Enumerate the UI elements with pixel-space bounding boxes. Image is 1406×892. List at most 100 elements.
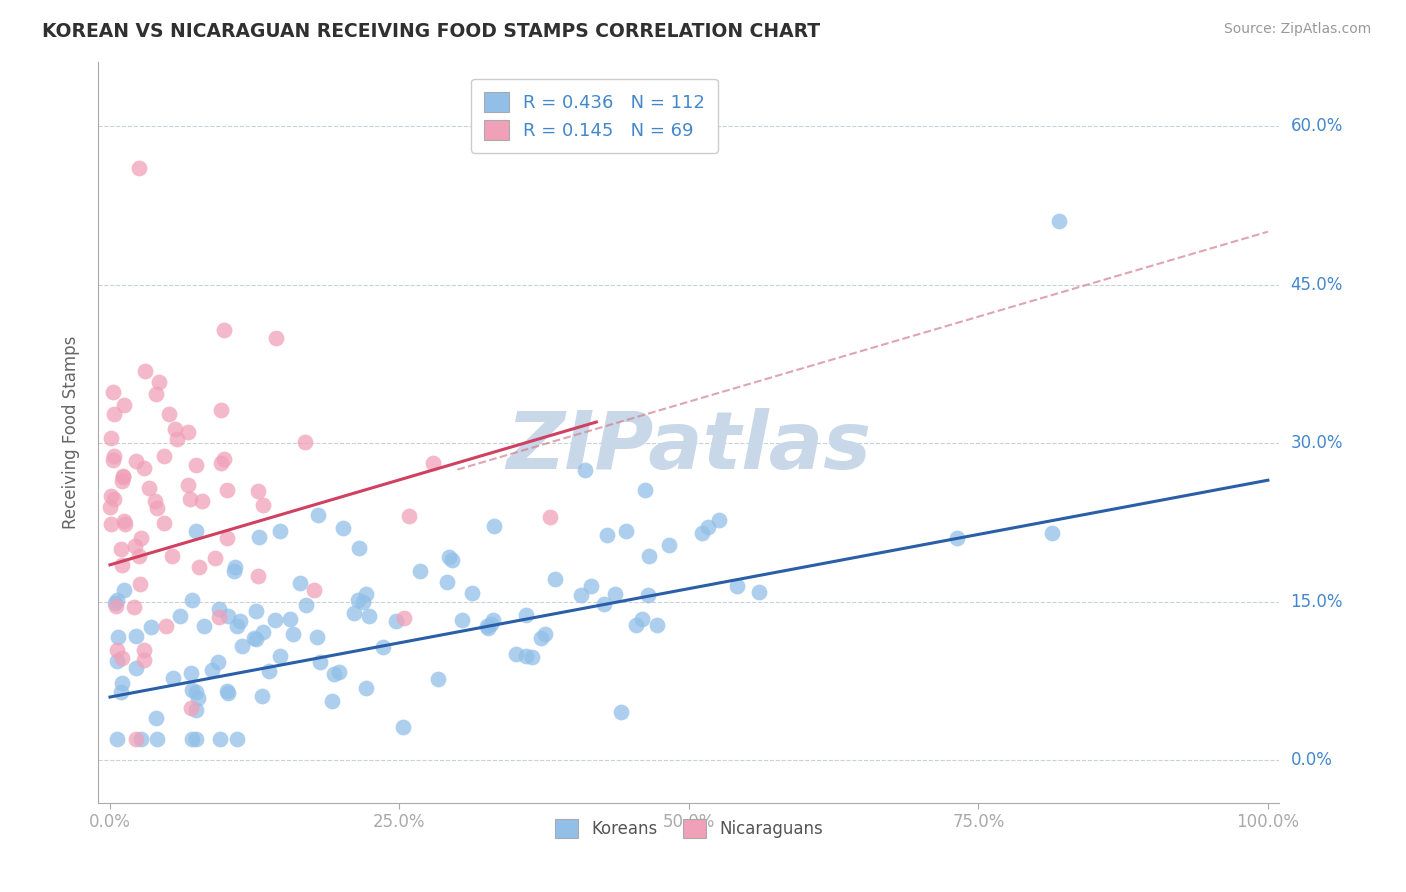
- Point: [440, 553, 463, 567]
- Point: [451, 614, 474, 628]
- Point: [610, 705, 633, 719]
- Point: [245, 604, 267, 618]
- Point: [347, 592, 370, 607]
- Point: [477, 621, 499, 635]
- Point: [208, 609, 231, 624]
- Point: [217, 609, 239, 624]
- Point: [138, 481, 160, 495]
- Point: [354, 681, 377, 696]
- Point: [308, 655, 330, 669]
- Point: [257, 664, 280, 678]
- Point: [187, 690, 209, 705]
- Point: [614, 524, 637, 538]
- Point: [515, 648, 537, 663]
- Point: [100, 516, 122, 531]
- Point: [349, 541, 371, 556]
- Point: [645, 618, 668, 632]
- Point: [634, 483, 657, 498]
- Point: [278, 612, 301, 626]
- Point: [111, 470, 134, 484]
- Point: [658, 538, 681, 552]
- Point: [288, 576, 311, 591]
- Point: [352, 595, 374, 609]
- Point: [141, 620, 163, 634]
- Point: [725, 579, 748, 593]
- Point: [160, 549, 183, 563]
- Point: [229, 614, 252, 628]
- Point: [371, 640, 394, 654]
- Point: [146, 732, 169, 747]
- Point: [110, 542, 132, 557]
- Point: [181, 683, 204, 698]
- Point: [98, 500, 121, 515]
- Point: [1040, 526, 1063, 541]
- Point: [143, 494, 166, 508]
- Point: [128, 549, 150, 564]
- Point: [748, 585, 770, 599]
- Point: [157, 407, 180, 421]
- Point: [321, 694, 343, 708]
- Point: [696, 520, 718, 534]
- Point: [105, 593, 128, 607]
- Point: [461, 586, 484, 600]
- Point: [225, 732, 247, 747]
- Point: [307, 508, 329, 523]
- Point: [392, 611, 415, 625]
- Point: [125, 629, 148, 643]
- Text: 45.0%: 45.0%: [1291, 276, 1343, 293]
- Point: [217, 685, 239, 699]
- Point: [426, 672, 449, 686]
- Point: [269, 648, 291, 663]
- Point: [146, 500, 169, 515]
- Point: [437, 550, 460, 565]
- Point: [103, 407, 125, 421]
- Point: [624, 618, 647, 632]
- Point: [105, 732, 128, 747]
- Point: [103, 492, 125, 507]
- Point: [103, 449, 125, 463]
- Point: [690, 525, 713, 540]
- Point: [215, 483, 238, 498]
- Point: [179, 492, 201, 507]
- Point: [603, 587, 626, 601]
- Point: [193, 619, 215, 633]
- Point: [215, 684, 238, 698]
- Point: [1049, 214, 1071, 228]
- Point: [186, 732, 208, 747]
- Point: [482, 613, 505, 627]
- Point: [208, 732, 231, 747]
- Point: [100, 489, 122, 503]
- Point: [637, 589, 659, 603]
- Point: [132, 643, 155, 657]
- Point: [112, 468, 135, 483]
- Point: [188, 559, 211, 574]
- Point: [231, 639, 253, 653]
- Point: [209, 456, 232, 470]
- Point: [122, 599, 145, 614]
- Text: 60.0%: 60.0%: [1291, 117, 1343, 135]
- Point: [307, 631, 329, 645]
- Text: KOREAN VS NICARAGUAN RECEIVING FOOD STAMPS CORRELATION CHART: KOREAN VS NICARAGUAN RECEIVING FOOD STAM…: [42, 22, 820, 41]
- Point: [323, 667, 346, 681]
- Point: [484, 518, 506, 533]
- Point: [631, 612, 654, 626]
- Text: Source: ZipAtlas.com: Source: ZipAtlas.com: [1223, 22, 1371, 37]
- Point: [134, 653, 156, 667]
- Point: [354, 587, 377, 601]
- Point: [215, 531, 238, 545]
- Point: [436, 574, 458, 589]
- Point: [163, 422, 186, 436]
- Point: [111, 474, 134, 488]
- Point: [544, 572, 567, 586]
- Point: [946, 531, 969, 545]
- Point: [111, 676, 134, 690]
- Point: [534, 626, 557, 640]
- Point: [112, 514, 135, 528]
- Point: [224, 560, 246, 574]
- Point: [145, 387, 167, 401]
- Point: [246, 484, 269, 499]
- Point: [707, 513, 730, 527]
- Point: [100, 431, 122, 445]
- Point: [252, 624, 274, 639]
- Point: [392, 721, 415, 735]
